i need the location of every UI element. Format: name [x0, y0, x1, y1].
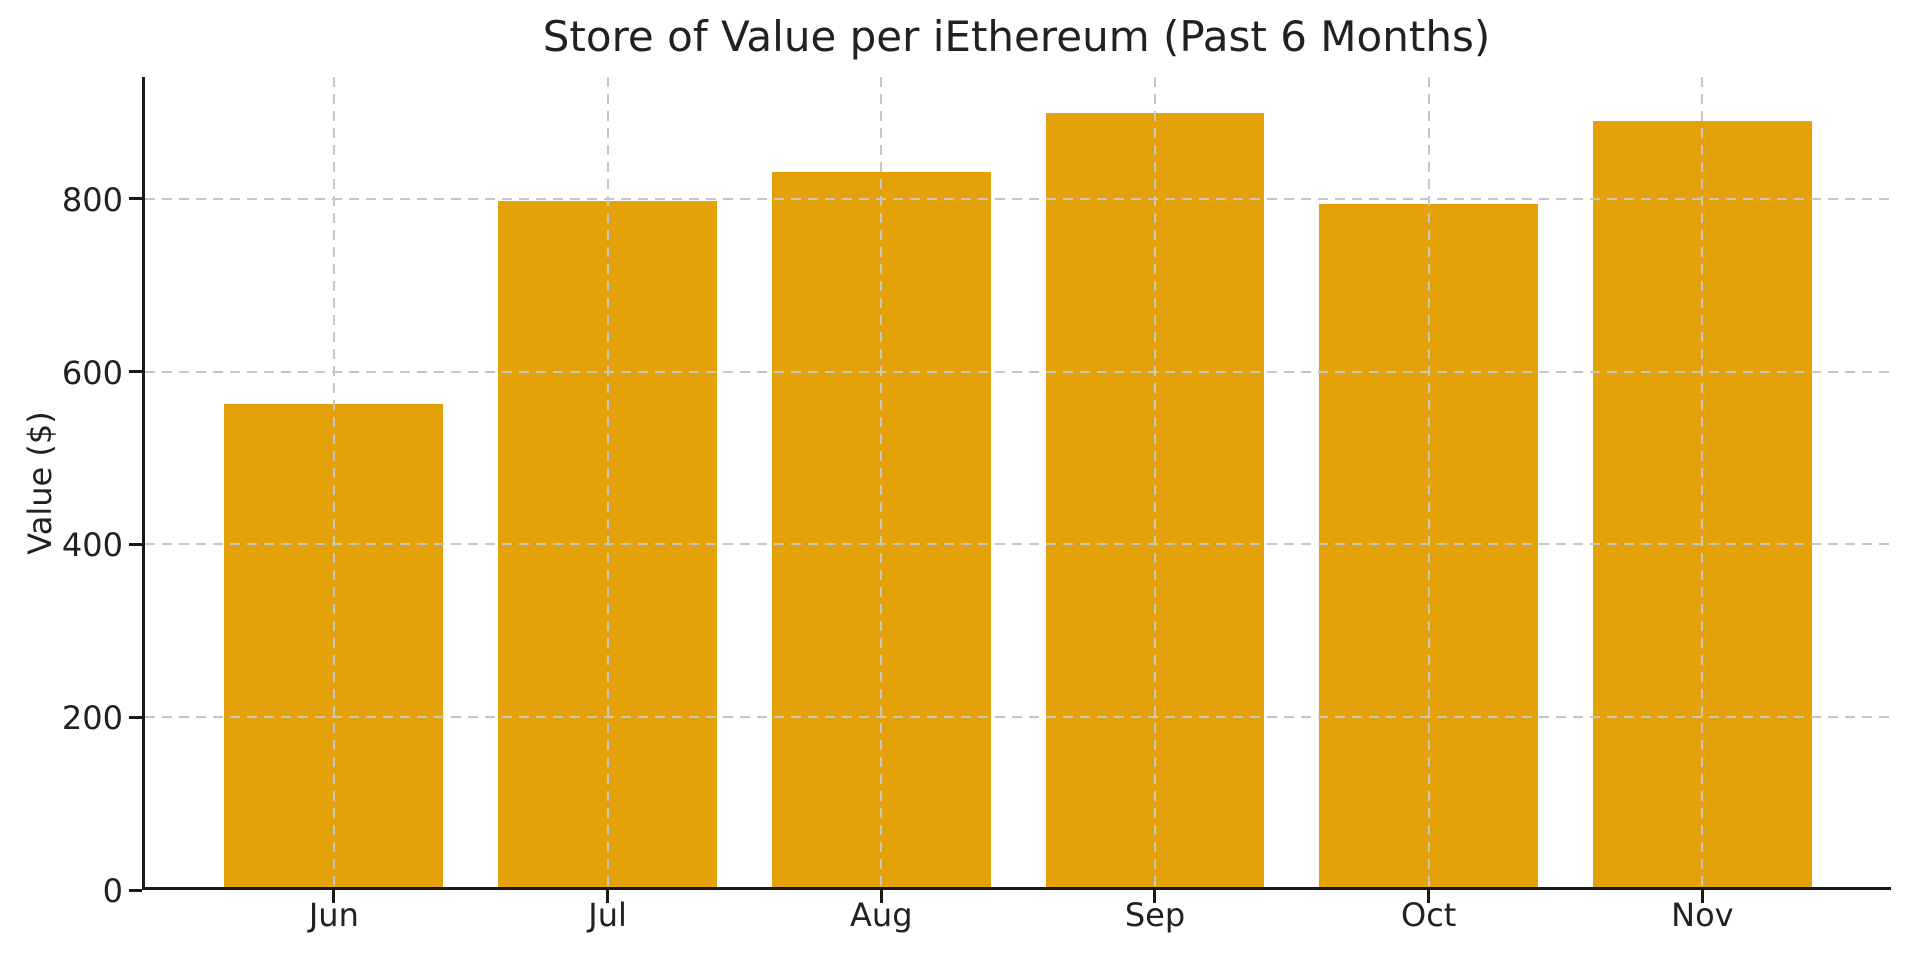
x-tick-mark [332, 890, 336, 903]
x-tick-mark [879, 890, 883, 903]
x-tick-label: Oct [1401, 896, 1457, 934]
x-tick-mark [1427, 890, 1431, 903]
x-gridline [1153, 77, 1156, 887]
x-gridline [332, 77, 335, 887]
plot-area: 0 200 400 600 800 Jun Jul Aug Sep Oct Nov [62, 77, 1891, 931]
y-tick-mark [129, 542, 142, 546]
x-tick-mark [1700, 890, 1704, 903]
x-tick-label: Jul [588, 896, 627, 934]
x-tick-mark [606, 890, 610, 903]
x-tick-label: Aug [850, 896, 913, 934]
y-tick-label: 200 [61, 699, 123, 738]
x-tick-label: Jun [308, 896, 359, 934]
y-tick-mark [129, 197, 142, 201]
y-gridline [145, 716, 1891, 719]
y-gridline [145, 197, 1891, 200]
x-tick-mark [1153, 890, 1157, 903]
chart-title: Store of Value per iEthereum (Past 6 Mon… [542, 12, 1491, 61]
x-gridline [606, 77, 609, 887]
y-tick-label: 600 [61, 353, 123, 392]
x-tick-label: Sep [1124, 896, 1186, 934]
y-tick-label: 400 [61, 526, 123, 565]
x-gridline [1701, 77, 1704, 887]
x-gridline [880, 77, 883, 887]
y-gridline [145, 370, 1891, 373]
y-tick-label: 0 [102, 872, 123, 910]
x-tick-label: Nov [1671, 896, 1734, 934]
y-tick-mark [129, 888, 142, 892]
y-tick-mark [129, 715, 142, 719]
y-tick-mark [129, 370, 142, 374]
x-gridline [1427, 77, 1430, 887]
y-tick-label: 800 [61, 180, 123, 219]
y-gridline [145, 543, 1891, 546]
